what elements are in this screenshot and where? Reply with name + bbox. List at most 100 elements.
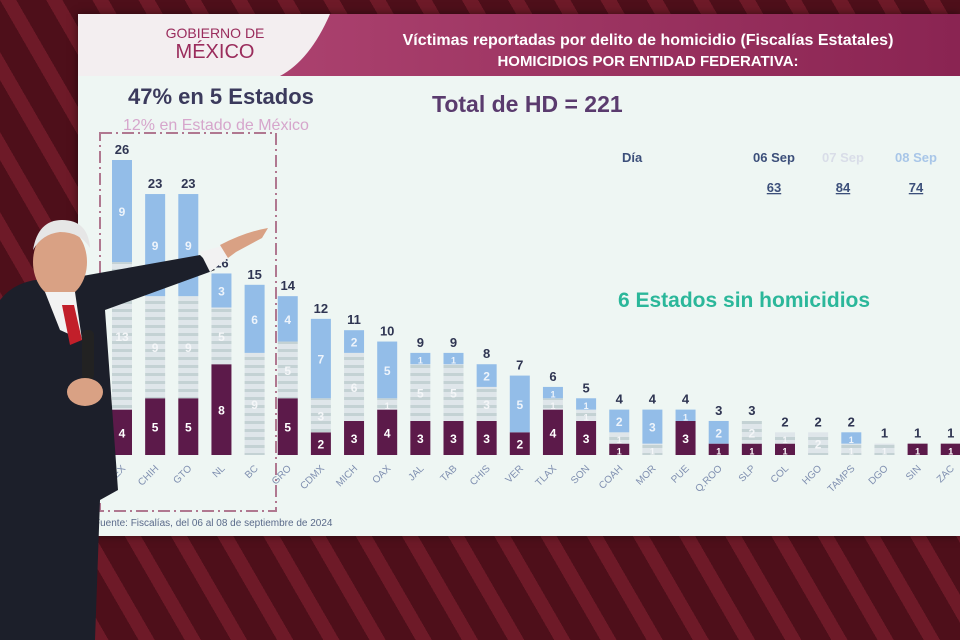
segment-label: 2 (351, 336, 358, 350)
category-label: Q.ROO (693, 463, 725, 495)
segment-label: 5 (450, 387, 457, 401)
segment-label: 5 (185, 421, 192, 435)
segment-label: 4 (284, 313, 291, 327)
total-08: 74 (909, 180, 924, 195)
segment-label: 1 (849, 435, 854, 445)
bar-segment-slp-0 (741, 443, 762, 455)
segment-label: 8 (218, 404, 225, 418)
bar-segment-coah-0 (609, 443, 630, 455)
bar-segment-mor-2 (642, 409, 663, 444)
bar-segment-coah-1 (609, 432, 630, 444)
category-label: TAMPS (826, 463, 858, 495)
segment-label: 4 (550, 426, 557, 440)
bar-segment-mor-1 (642, 443, 663, 455)
bar-segment-sin-0 (907, 443, 928, 455)
bar-total-label: 2 (781, 414, 788, 429)
bar-segment-gro-0 (277, 398, 298, 455)
total-06: 63 (767, 180, 781, 195)
bar-segment-gro-2 (277, 296, 298, 342)
bar-segment-qroo-2 (708, 420, 729, 444)
bar-segment-oax-0 (377, 409, 398, 455)
segment-label: 1 (782, 446, 787, 456)
bar-segment-coah-2 (609, 409, 630, 433)
bar-segment-mex-0 (112, 409, 132, 455)
no-homicides-label: 6 Estados sin homicidios (618, 289, 870, 312)
bar-segment-tamps-2 (841, 432, 862, 444)
bar-total-label: 6 (549, 369, 556, 384)
category-label: CHIS (468, 463, 493, 488)
bar-segment-chis-0 (476, 420, 497, 455)
segment-label: 1 (584, 401, 589, 411)
segment-label: 2 (616, 415, 623, 429)
bar-segment-chis-1 (476, 386, 497, 421)
segment-label: 2 (318, 438, 325, 452)
segment-label: 5 (516, 398, 523, 412)
segment-label: 9 (185, 341, 192, 355)
segment-label: 1 (948, 446, 953, 456)
bar-total-label: 9 (450, 335, 457, 350)
segment-label: 1 (584, 412, 589, 422)
segment-label: 9 (119, 205, 126, 219)
bar-total-label: 4 (616, 392, 624, 407)
bar-segment-mich-2 (344, 330, 365, 353)
segment-label: 2 (483, 370, 490, 384)
bar-segment-oax-2 (377, 341, 398, 399)
segment-label: 4 (384, 426, 391, 440)
segment-label: 1 (716, 446, 721, 456)
bar-segment-cdmx-1 (310, 398, 331, 433)
total-07: 84 (836, 180, 851, 195)
bar-total-label: 2 (848, 414, 855, 429)
segment-label: 1 (882, 446, 887, 456)
bar-total-label: 7 (516, 358, 523, 373)
segment-label: 5 (284, 364, 291, 378)
bar-total-label: 3 (715, 403, 722, 418)
bar-segment-tab-1 (443, 364, 464, 421)
category-label: TAB (439, 463, 460, 484)
bar-segment-chih-1 (145, 296, 166, 399)
logo-line1: GOBIERNO DE (166, 25, 265, 41)
bar-segment-jal-0 (410, 420, 431, 455)
category-label: SIN (904, 463, 924, 483)
bar-segment-slp-1 (741, 420, 762, 444)
bar-segment-mich-0 (344, 420, 365, 455)
bar-total-label: 5 (582, 380, 589, 395)
segment-label: 2 (749, 426, 756, 440)
segment-label: 3 (483, 432, 490, 446)
category-label: JAL (407, 463, 427, 483)
category-label: DGO (867, 463, 891, 487)
segment-label: 5 (417, 387, 424, 401)
category-label: GRO (270, 463, 294, 487)
bar-total-label: 4 (682, 392, 690, 407)
bar-total-label: 14 (281, 278, 296, 293)
bar-total-label: 10 (380, 324, 394, 339)
segment-label: 2 (516, 438, 523, 452)
day-06: 06 Sep (753, 150, 795, 165)
segment-label: 9 (185, 239, 192, 253)
bar-segment-dgo-1 (874, 443, 895, 455)
bar-total-label: 23 (181, 176, 195, 191)
segment-label: 3 (583, 432, 590, 446)
bar-total-label: 2 (815, 414, 822, 429)
segment-label: 3 (318, 409, 325, 423)
segment-label: 3 (351, 432, 358, 446)
pct-edomex: 12% en Estado de México (123, 117, 309, 134)
bar-segment-hgo-1 (808, 432, 829, 455)
bar-segment-gto-0 (178, 398, 199, 455)
segment-label: 5 (152, 421, 159, 435)
bar-segment-qroo-0 (708, 443, 729, 455)
bar-total-label: 12 (314, 301, 328, 316)
bar-total-label: 8 (483, 346, 490, 361)
bar-segment-jal-1 (410, 364, 431, 421)
category-label: GTO (171, 463, 194, 486)
bar-segment-nl-1 (211, 307, 232, 365)
segment-label: 9 (152, 341, 159, 355)
bar-segment-son-2 (576, 398, 597, 410)
bar-segment-bc-2 (244, 284, 265, 353)
bar-segment-bc-1 (244, 352, 265, 455)
bars-group: 413926MEX59923CHIH59923GTO85316NL9615BC5… (105, 142, 960, 495)
bar-segment-nl-2 (211, 273, 232, 308)
category-label: TLAX (534, 463, 560, 489)
bar-segment-son-1 (576, 409, 597, 421)
segment-label: 1 (915, 446, 920, 456)
segment-label: 5 (218, 330, 225, 344)
